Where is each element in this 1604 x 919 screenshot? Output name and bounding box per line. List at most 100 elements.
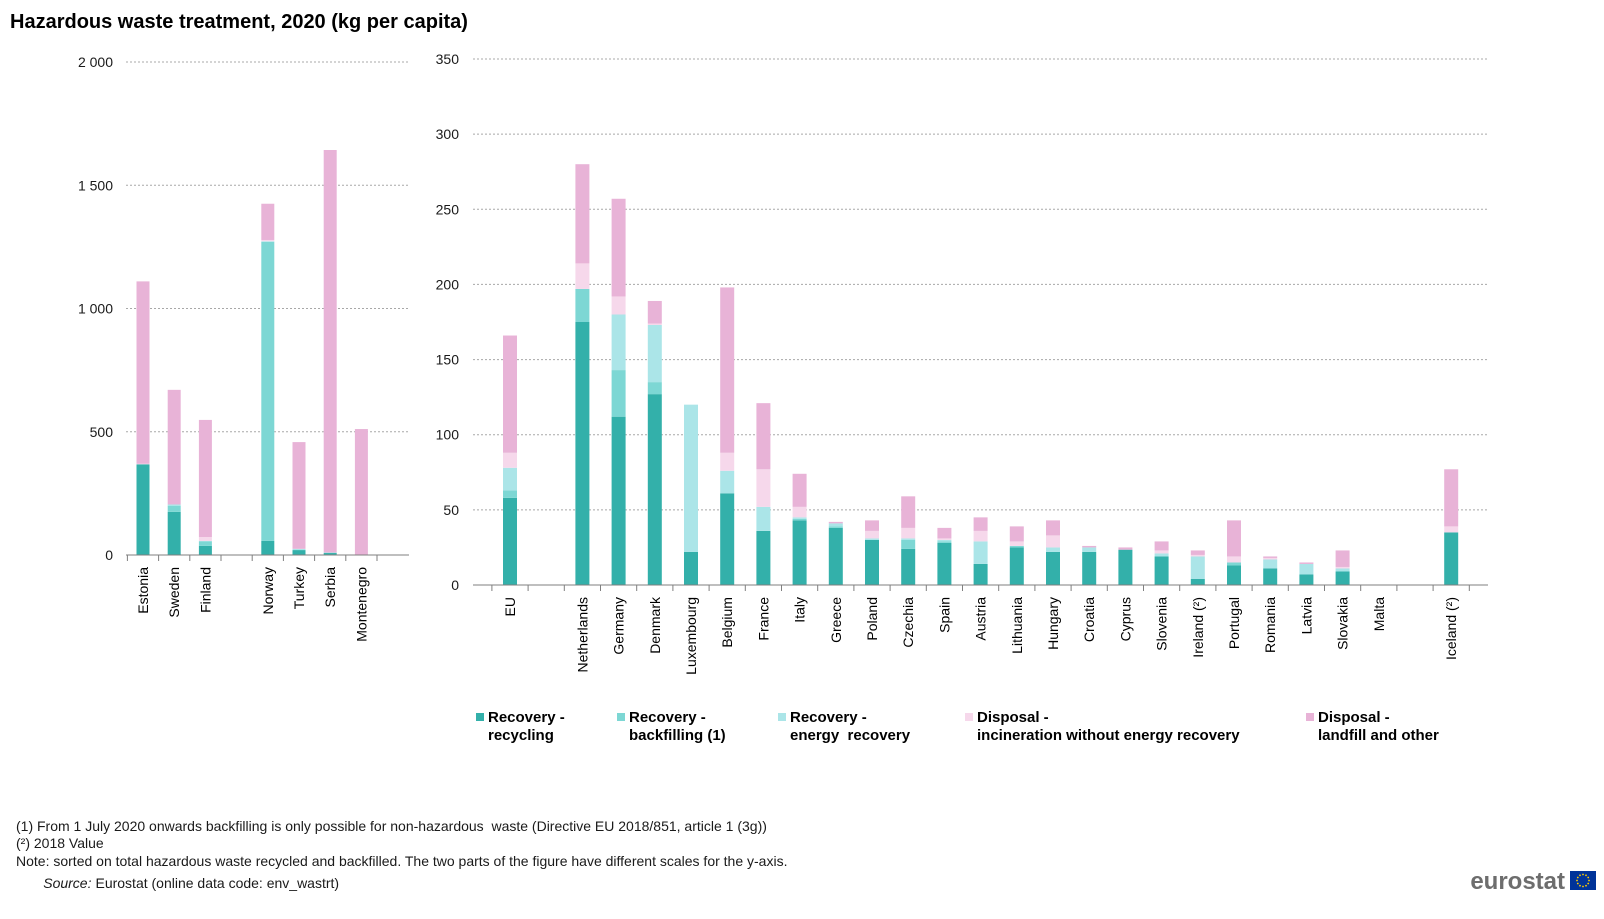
bar-disposal-landfill-and-other-ireland — [1190, 550, 1205, 555]
bar-recovery-energy-recovery-slovakia — [1335, 568, 1350, 572]
flag-star — [1585, 874, 1587, 877]
bar-disposal-incineration-without-energy-recovery-iceland — [1444, 526, 1459, 533]
flag-star — [1587, 876, 1590, 879]
bar-recovery-recycling-sweden — [167, 511, 181, 555]
flag-star — [1579, 874, 1581, 877]
y-tick-label: 50 — [443, 502, 459, 518]
footnote-backfilling: (1) From 1 July 2020 onwards backfilling… — [16, 818, 767, 834]
bar-recovery-recycling-hungary — [1046, 551, 1060, 585]
bar-disposal-landfill-and-other-latvia — [1299, 562, 1314, 564]
y-tick-label: 0 — [451, 577, 459, 593]
bar-recovery-backfilling-1-norway — [261, 241, 275, 541]
y-tick-label: 250 — [436, 201, 460, 217]
bar-recovery-recycling-france — [756, 530, 771, 585]
bar-disposal-landfill-and-other-portugal — [1227, 520, 1241, 557]
bar-disposal-landfill-and-other-italy — [792, 473, 807, 507]
bar-recovery-recycling-romania — [1263, 568, 1278, 585]
bar-recovery-recycling-iceland — [1444, 532, 1459, 585]
bar-disposal-landfill-and-other-czechia — [901, 496, 916, 528]
bar-recovery-recycling-lithuania — [1009, 547, 1024, 585]
bar-recovery-recycling-serbia — [323, 553, 337, 555]
bar-recovery-backfilling-1-spain — [937, 541, 952, 543]
y-tick-label: 300 — [436, 126, 460, 142]
bar-disposal-incineration-without-energy-recovery-italy — [792, 506, 807, 518]
category-label-croatia: Croatia — [1081, 597, 1097, 642]
category-label-greece: Greece — [828, 597, 844, 643]
bar-recovery-recycling-germany — [611, 416, 626, 585]
category-label-norway: Norway — [260, 567, 276, 614]
bar-recovery-recycling-slovenia — [1154, 556, 1169, 585]
bar-disposal-incineration-without-energy-recovery-belgium — [720, 452, 735, 471]
bar-recovery-recycling-denmark — [647, 394, 662, 585]
eurostat-logo: eurostat — [1470, 868, 1596, 895]
category-label-belgium: Belgium — [719, 597, 735, 648]
category-label-hungary: Hungary — [1045, 597, 1061, 650]
category-label-italy: Italy — [792, 597, 808, 623]
category-label-finland: Finland — [197, 567, 213, 613]
bar-disposal-landfill-and-other-sweden — [167, 389, 181, 505]
bar-recovery-recycling-poland — [865, 539, 879, 585]
bar-recovery-recycling-finland — [198, 545, 212, 555]
category-label-latvia: Latvia — [1298, 597, 1314, 635]
legend-swatch — [476, 713, 484, 721]
source-text: Eurostat (online data code: env_wastrt) — [95, 875, 339, 891]
category-label-lithuania: Lithuania — [1009, 597, 1025, 654]
legend-swatch — [617, 713, 625, 721]
bar-disposal-landfill-and-other-denmark — [647, 300, 662, 324]
bar-recovery-backfilling-1-italy — [792, 518, 807, 521]
flag-star — [1576, 876, 1579, 879]
bar-recovery-energy-recovery-belgium — [720, 470, 735, 494]
right-chart: 0 50 100 150 200 250 300 350 EU Netherlands German… — [436, 51, 1488, 675]
bar-disposal-landfill-and-other-belgium — [720, 287, 735, 453]
bar-disposal-landfill-and-other-germany — [611, 198, 626, 297]
bar-disposal-incineration-without-energy-recovery-denmark — [647, 323, 662, 326]
bar-recovery-recycling-greece — [828, 527, 843, 585]
bar-disposal-landfill-and-other-greece — [828, 521, 843, 524]
bar-disposal-landfill-and-other-hungary — [1046, 520, 1060, 536]
y-tick-label: 100 — [436, 427, 460, 443]
bar-disposal-incineration-without-energy-recovery-finland — [198, 537, 212, 541]
bar-disposal-incineration-without-energy-recovery-portugal — [1227, 556, 1241, 563]
category-label-czechia: Czechia — [900, 597, 916, 648]
eu-flag-icon — [1570, 871, 1596, 890]
category-label-ireland: Ireland (²) — [1190, 597, 1206, 658]
bar-disposal-incineration-without-energy-recovery-norway — [261, 239, 275, 242]
flag-star — [1585, 884, 1587, 887]
category-label-cyprus: Cyprus — [1117, 597, 1133, 641]
bar-disposal-landfill-and-other-spain — [937, 527, 952, 539]
bar-disposal-landfill-and-other-romania — [1263, 556, 1278, 558]
bar-disposal-incineration-without-energy-recovery-eu — [503, 452, 517, 468]
category-label-slovakia: Slovakia — [1335, 597, 1351, 650]
bar-recovery-recycling-czechia — [901, 548, 916, 585]
bar-disposal-landfill-and-other-croatia — [1082, 545, 1097, 548]
legend-label: Recovery - — [790, 709, 867, 726]
bar-recovery-energy-recovery-france — [756, 506, 771, 531]
y-tick-label: 150 — [436, 352, 460, 368]
source-label: Source: — [43, 875, 91, 891]
category-label-luxembourg: Luxembourg — [683, 597, 699, 675]
flag-field — [1570, 871, 1596, 890]
legend-label: Recovery - — [488, 709, 565, 726]
bar-recovery-backfilling-1-netherlands — [575, 288, 590, 322]
bar-recovery-backfilling-1-sweden — [167, 505, 181, 512]
bar-recovery-recycling-eu — [503, 497, 517, 585]
flag-star — [1579, 884, 1581, 887]
chart-title: Hazardous waste treatment, 2020 (kg per … — [10, 11, 468, 33]
bar-disposal-incineration-without-energy-recovery-netherlands — [575, 263, 590, 289]
category-label-estonia: Estonia — [135, 567, 151, 614]
bar-disposal-incineration-without-energy-recovery-ireland — [1190, 554, 1205, 557]
bar-recovery-recycling-croatia — [1082, 551, 1097, 585]
bar-recovery-backfilling-1-finland — [198, 541, 212, 546]
bar-recovery-backfilling-1-eu — [503, 490, 517, 498]
category-label-spain: Spain — [936, 597, 952, 633]
bar-recovery-backfilling-1-denmark — [647, 382, 662, 395]
bar-disposal-incineration-without-energy-recovery-czechia — [901, 527, 916, 539]
bar-disposal-incineration-without-energy-recovery-poland — [865, 530, 879, 539]
bar-recovery-recycling-ireland — [1190, 578, 1205, 585]
bar-recovery-energy-recovery-turkey — [292, 548, 306, 551]
bar-recovery-energy-recovery-eu — [503, 467, 517, 491]
bar-disposal-incineration-without-energy-recovery-slovenia — [1154, 550, 1169, 554]
category-label-poland: Poland — [864, 597, 880, 641]
category-label-iceland: Iceland (²) — [1443, 597, 1459, 660]
left-chart: 0 500 1 000 1 500 2 000 Estonia Sweden Finland N… — [78, 54, 409, 642]
